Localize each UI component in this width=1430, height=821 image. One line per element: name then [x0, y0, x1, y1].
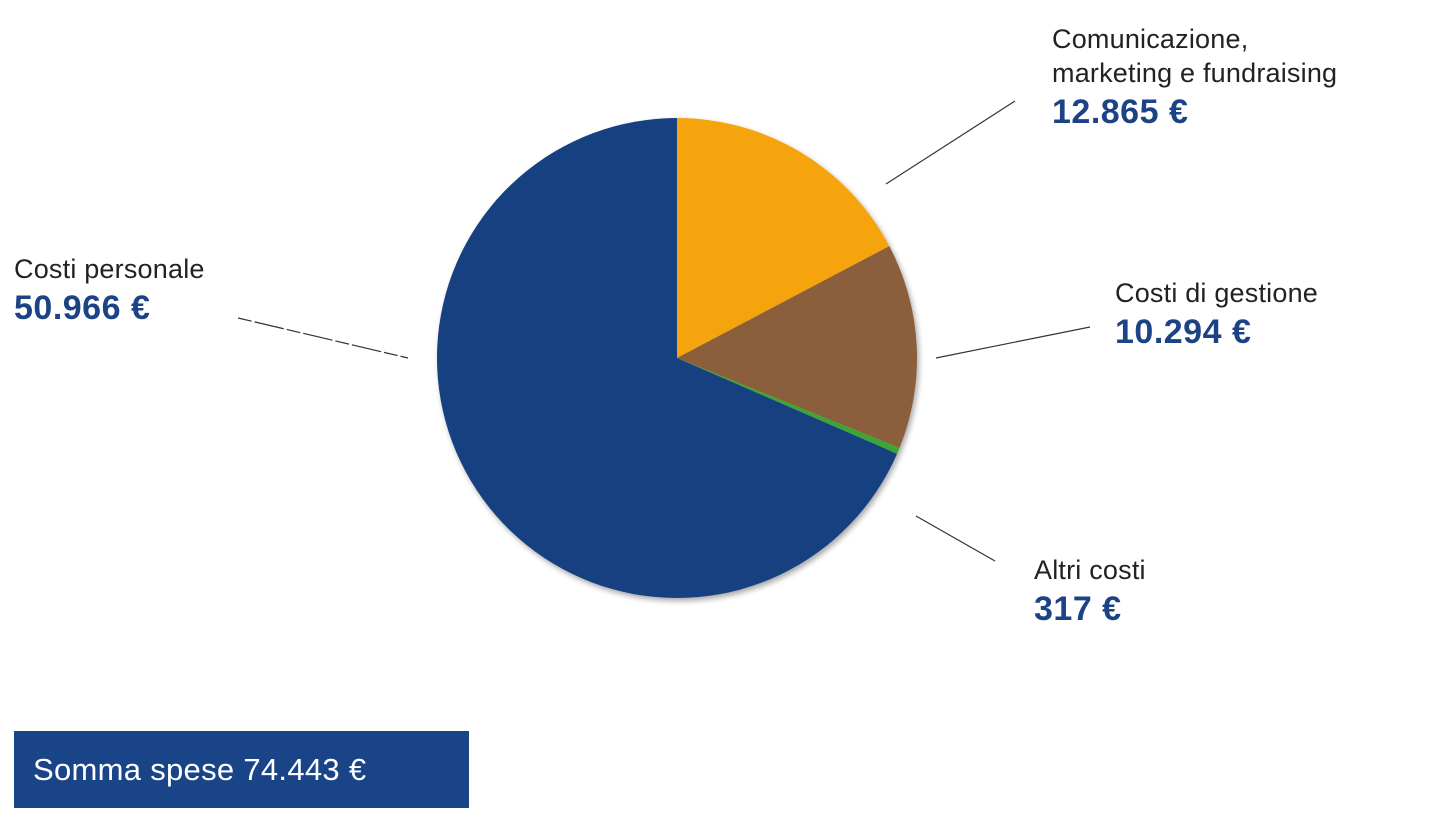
slice-value: 317 € [1034, 590, 1122, 628]
slice-label-personale: Costi personale 50.966 € [14, 252, 314, 330]
pie-slices [437, 118, 917, 598]
leader-line-personale [237, 317, 409, 359]
slice-name-line-2: marketing e fundraising [1052, 58, 1338, 88]
slice-name: Altri costi [1034, 555, 1146, 585]
leader-line-gestione [935, 326, 1091, 359]
slice-name: Costi di gestione [1115, 278, 1319, 308]
leader-line-altri [915, 515, 996, 562]
leader-line-comunicazione [885, 100, 1016, 185]
pie-slice-altri [677, 358, 900, 454]
leader-lines [237, 100, 1091, 562]
pie-slice-gestione [677, 246, 917, 448]
slice-name-line-1: Comunicazione, [1052, 24, 1249, 54]
slice-label-comunicazione: Comunicazione, marketing e fundraising 1… [1052, 22, 1412, 134]
pie-slice-personale [437, 118, 898, 598]
total-sum-box: Somma spese 74.443 € [14, 731, 469, 808]
slice-value: 50.966 € [14, 289, 151, 327]
slice-label-gestione: Costi di gestione 10.294 € [1115, 276, 1415, 354]
slice-name: Costi personale [14, 254, 205, 284]
pie-slice-comunicazione [677, 118, 890, 358]
slice-value: 10.294 € [1115, 313, 1252, 351]
slice-label-altri: Altri costi 317 € [1034, 553, 1334, 631]
slice-value: 12.865 € [1052, 93, 1189, 131]
